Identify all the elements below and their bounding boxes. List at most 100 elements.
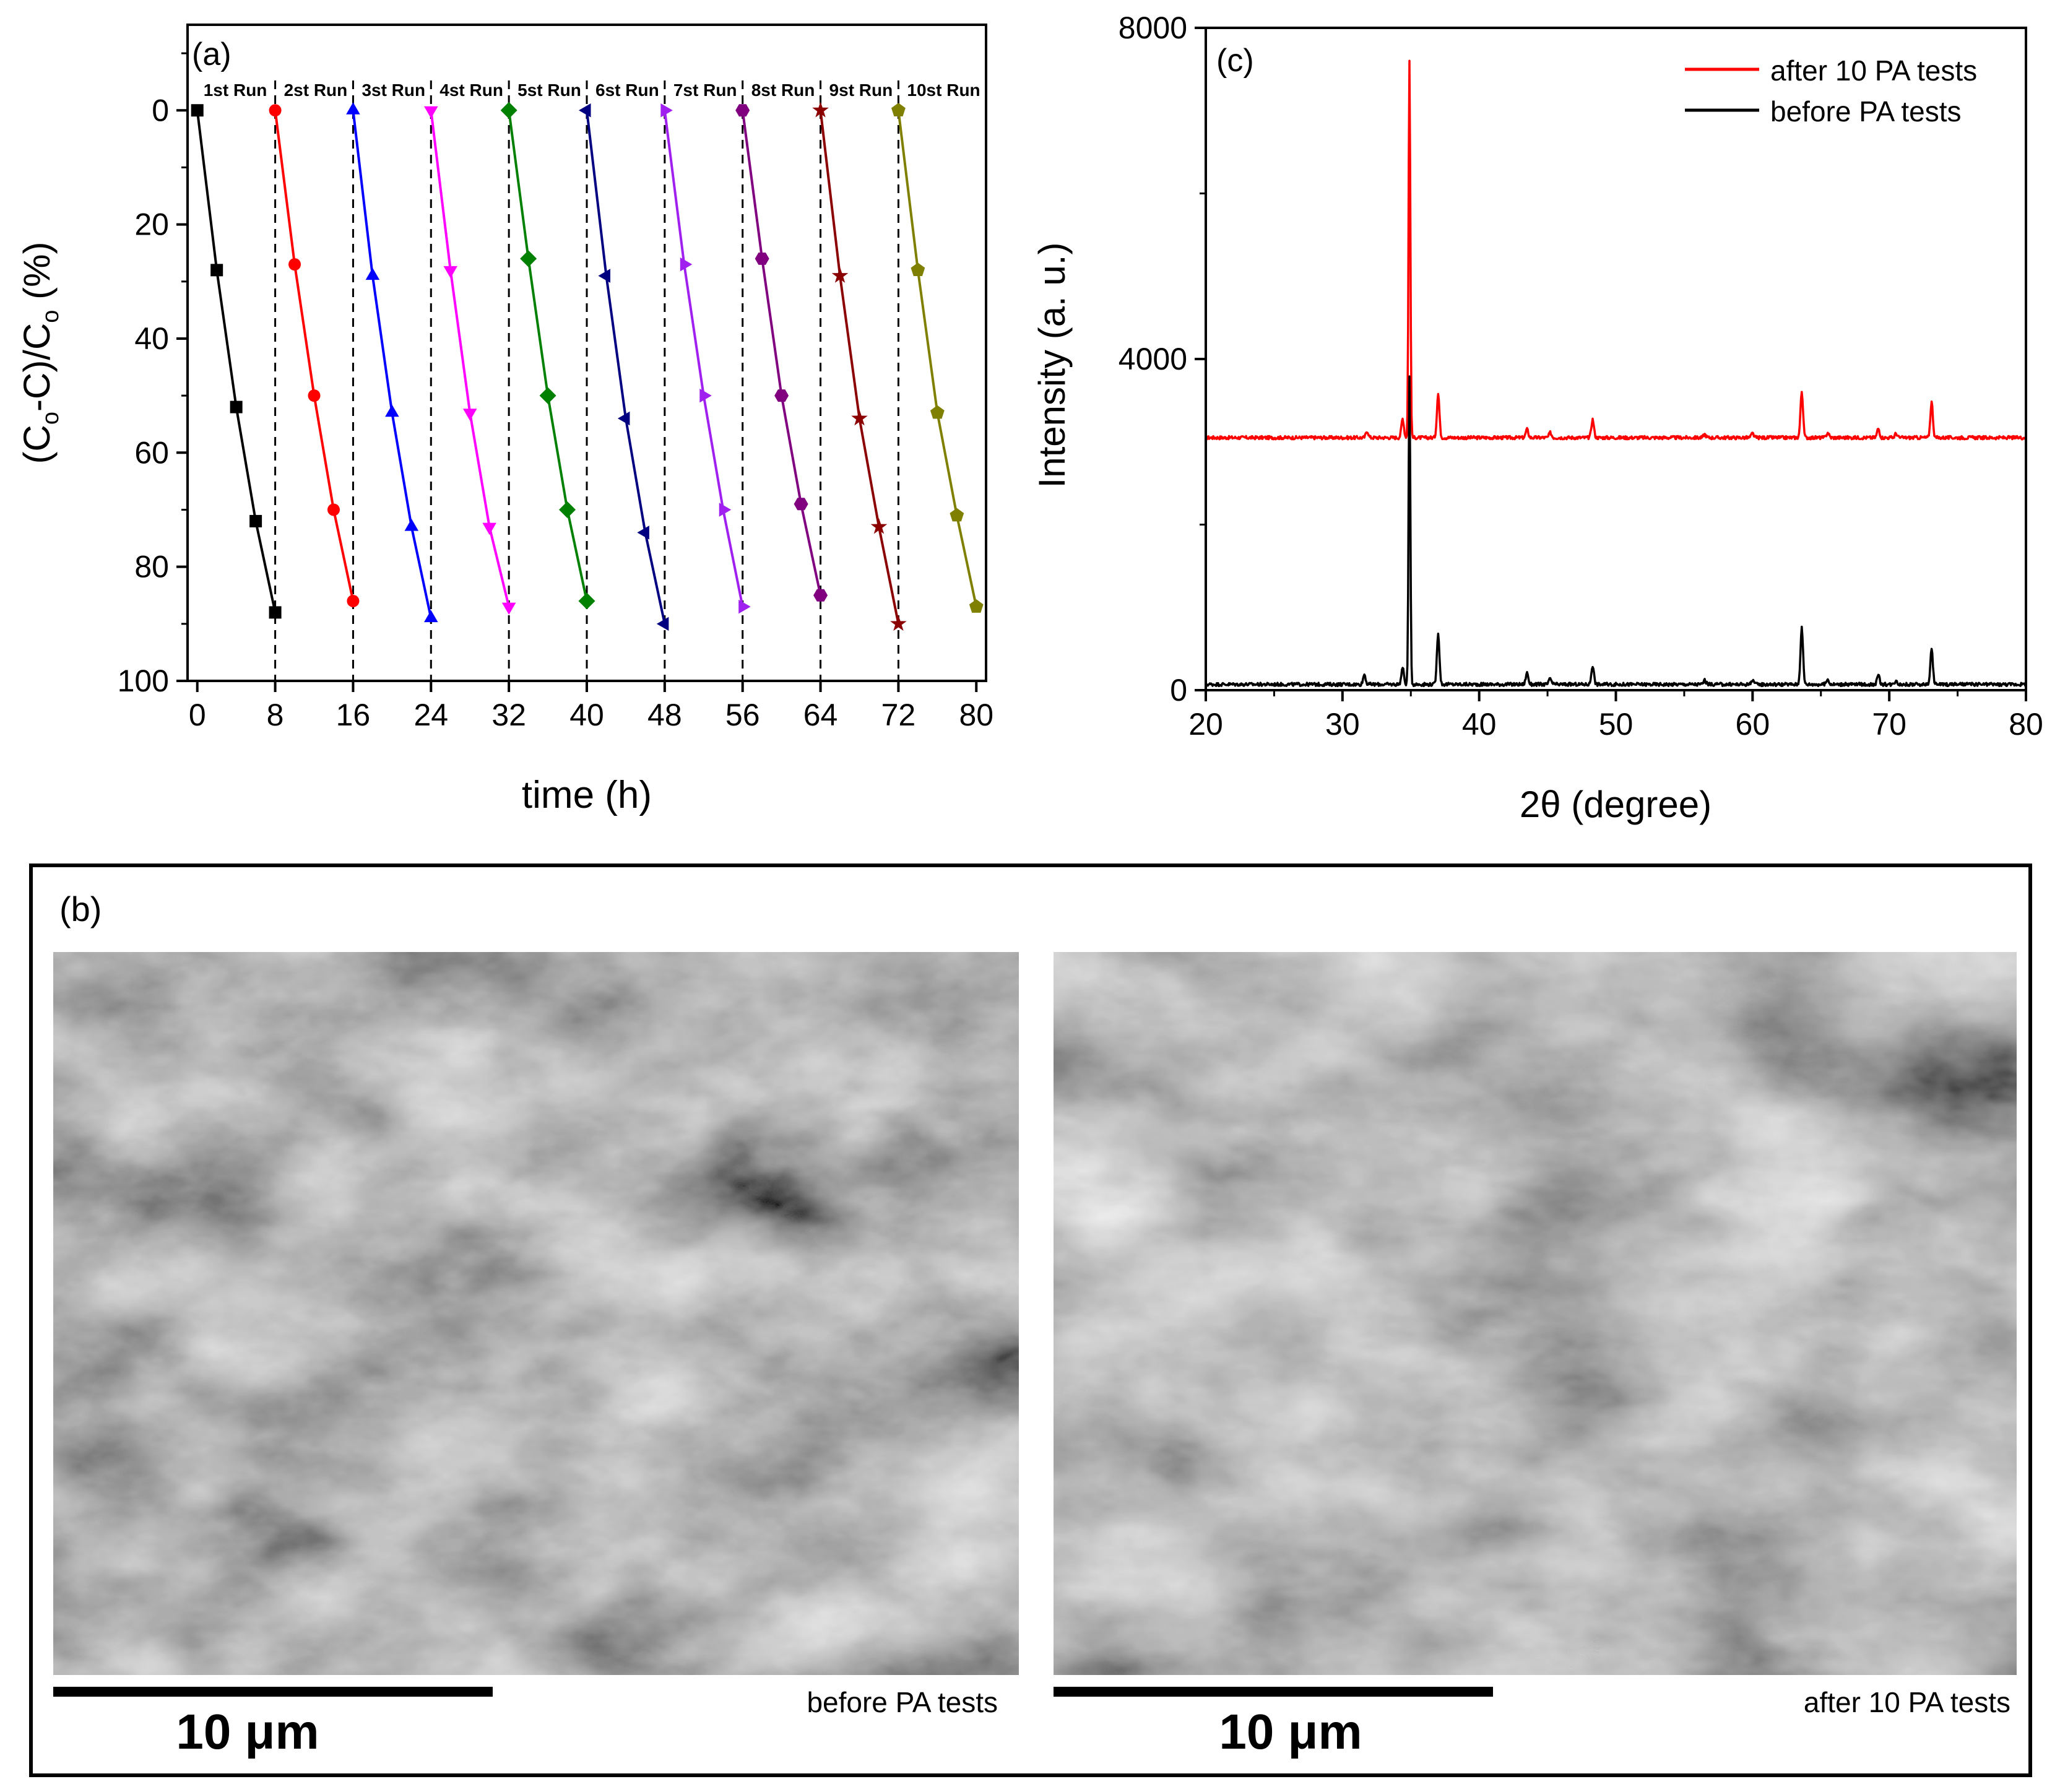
run-label-1st-run: 1st Run <box>204 80 267 100</box>
data-point-8st-run-1 <box>755 252 769 265</box>
sem-image-after <box>1054 952 2017 1675</box>
data-point-1st-run-1 <box>210 264 223 277</box>
run-label-3st-run: 3st Run <box>361 80 425 100</box>
data-point-3st-run-0 <box>346 102 360 115</box>
data-point-4st-run-3 <box>482 522 496 535</box>
caption-before: before PA tests <box>807 1686 998 1718</box>
y-tick-label-40: 40 <box>134 321 169 356</box>
data-point-3st-run-2 <box>385 404 399 417</box>
data-point-6st-run-4 <box>656 617 669 631</box>
series-10st-run: 10st Run <box>891 80 984 613</box>
series-line-6st-run <box>586 110 666 625</box>
x-tick-label-30: 30 <box>1325 707 1360 742</box>
x-tick-label-8: 8 <box>267 698 284 732</box>
data-point-5st-run-4 <box>578 592 595 610</box>
panel-a-label: (a) <box>192 37 232 72</box>
data-point-4st-run-4 <box>501 602 516 615</box>
panel-b-label: (b) <box>59 890 102 928</box>
x-tick-label-80: 80 <box>959 698 993 732</box>
data-point-6st-run-2 <box>617 411 630 426</box>
plot-a-xlabel: time (h) <box>522 774 652 816</box>
data-point-3st-run-4 <box>424 610 438 623</box>
x-tick-label-48: 48 <box>647 698 682 732</box>
data-point-3st-run-3 <box>404 519 419 531</box>
x-tick-label-20: 20 <box>1188 707 1223 742</box>
plot-a-axes: 0 8 16 24 32 40 48 56 64 72 80 0 20 40 60 80 100 <box>118 52 993 732</box>
plot-a-ylabel: (Co-C)/Co (%) <box>16 242 64 464</box>
data-point-7st-run-0 <box>660 103 673 118</box>
data-point-1st-run-4 <box>269 606 282 619</box>
series-2st-run: 2st Run <box>269 80 360 607</box>
series-line-10st-run <box>897 110 978 607</box>
data-point-7st-run-3 <box>719 503 732 517</box>
series-4st-run: 4st Run <box>424 80 516 615</box>
x-tick-label-40: 40 <box>1462 707 1497 742</box>
data-point-8st-run-4 <box>813 589 828 602</box>
data-point-10st-run-4 <box>969 599 984 613</box>
data-point-2st-run-2 <box>308 389 321 402</box>
run-label-7st-run: 7st Run <box>673 80 737 100</box>
panel-c-label: (c) <box>1216 43 1254 79</box>
data-point-10st-run-2 <box>930 405 945 419</box>
series-line-8st-run <box>741 110 822 596</box>
data-point-8st-run-0 <box>735 104 750 117</box>
series-1st-run: 1st Run <box>191 80 282 619</box>
series-6st-run: 6st Run <box>579 80 669 631</box>
run-label-9st-run: 9st Run <box>829 80 893 100</box>
data-point-10st-run-0 <box>891 103 906 116</box>
data-point-4st-run-1 <box>443 266 458 279</box>
plot-c-axes: 20 30 40 50 60 70 80 0 4000 8000 <box>1119 11 2043 742</box>
panel-a-run-chart: 1st Run 2st Run 3st Run 4st Run 5st Run 6st R… <box>16 24 993 816</box>
scale-bar-before <box>53 1687 493 1697</box>
run-series-group: 1st Run 2st Run 3st Run 4st Run 5st Run 6st R… <box>191 80 984 631</box>
run-label-4st-run: 4st Run <box>439 80 503 100</box>
run-separator-lines <box>274 80 899 681</box>
data-point-9st-run-4 <box>890 615 907 631</box>
caption-after: after 10 PA tests <box>1804 1686 2010 1718</box>
y-tick-label-20: 20 <box>134 207 169 242</box>
data-point-1st-run-0 <box>191 104 204 117</box>
data-point-1st-run-3 <box>249 514 262 527</box>
series-line-5st-run <box>508 110 588 602</box>
run-label-6st-run: 6st Run <box>595 80 659 100</box>
x-tick-label-32: 32 <box>491 698 526 732</box>
plot-c-ylabel: Intensity (a. u.) <box>1031 243 1073 488</box>
data-point-6st-run-0 <box>579 103 591 118</box>
y-tick-label-0: 0 <box>1170 673 1187 708</box>
data-point-9st-run-3 <box>870 518 888 534</box>
data-point-3st-run-1 <box>365 267 380 280</box>
y-tick-label-80: 80 <box>134 550 169 584</box>
x-tick-label-24: 24 <box>413 698 448 732</box>
x-tick-label-16: 16 <box>336 698 371 732</box>
series-line-4st-run <box>430 110 511 607</box>
run-label-2st-run: 2st Run <box>284 80 348 100</box>
plot-c-xlabel: 2θ (degree) <box>1520 784 1712 825</box>
series-line-2st-run <box>274 110 355 602</box>
data-point-9st-run-2 <box>851 410 868 426</box>
data-point-10st-run-3 <box>950 508 964 522</box>
series-line-before-pa-tests <box>1205 375 2027 688</box>
scale-bar-after <box>1054 1687 1493 1697</box>
data-point-5st-run-3 <box>559 501 576 518</box>
y-tick-label-4000: 4000 <box>1119 342 1187 376</box>
data-point-1st-run-2 <box>230 400 243 413</box>
data-point-8st-run-3 <box>794 498 808 511</box>
data-point-9st-run-1 <box>831 267 849 283</box>
data-point-6st-run-3 <box>637 526 649 540</box>
data-point-5st-run-0 <box>500 102 517 119</box>
run-label-5st-run: 5st Run <box>517 80 581 100</box>
x-tick-label-56: 56 <box>725 698 760 732</box>
legend-label-before: before PA tests <box>1770 95 1962 128</box>
y-tick-label-8000: 8000 <box>1119 11 1187 45</box>
data-point-6st-run-1 <box>598 269 610 283</box>
run-label-10st-run: 10st Run <box>907 80 980 100</box>
series-line-7st-run <box>663 110 744 607</box>
y-tick-label-0: 0 <box>152 93 169 128</box>
series-3st-run: 3st Run <box>346 80 438 623</box>
data-point-7st-run-2 <box>699 388 712 403</box>
data-point-4st-run-0 <box>424 106 438 119</box>
run-label-8st-run: 8st Run <box>751 80 815 100</box>
scale-label-before: 10 μm <box>176 1704 319 1759</box>
x-tick-label-50: 50 <box>1599 707 1634 742</box>
